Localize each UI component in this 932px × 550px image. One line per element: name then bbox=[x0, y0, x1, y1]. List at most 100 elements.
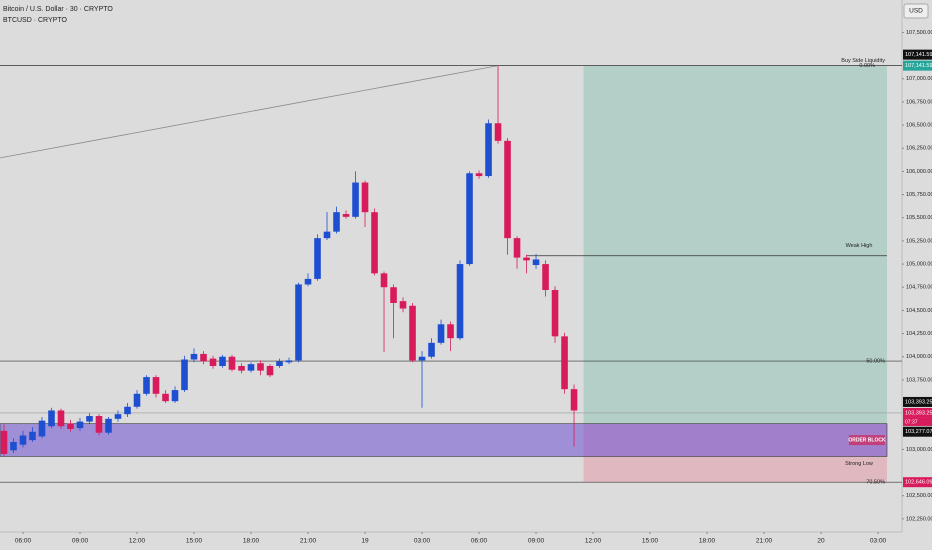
candle-body bbox=[494, 123, 502, 141]
candle-body bbox=[570, 389, 578, 411]
candle-body bbox=[190, 353, 198, 360]
candle-body bbox=[504, 140, 511, 239]
order-block bbox=[0, 423, 888, 457]
level-label: Buy Side Liquidity bbox=[841, 58, 885, 64]
price-label: 103,393.25 bbox=[905, 410, 932, 416]
candle-body bbox=[76, 421, 84, 429]
currency-button[interactable] bbox=[903, 3, 929, 19]
currency: USD bbox=[909, 8, 923, 15]
position-target-zone bbox=[583, 65, 887, 424]
candle-body bbox=[428, 342, 435, 357]
candle-body bbox=[561, 336, 568, 390]
candle-body bbox=[447, 324, 454, 339]
candle-body bbox=[361, 182, 369, 213]
candle-body bbox=[409, 305, 416, 361]
level-label: Strong Low bbox=[845, 461, 873, 467]
candle-body bbox=[399, 301, 407, 309]
price-label: 103,393.25 bbox=[905, 399, 932, 405]
candle-body bbox=[238, 365, 245, 371]
candle-body bbox=[314, 238, 321, 279]
level-label: Weak High bbox=[846, 243, 873, 249]
price-label: 107,141.59 bbox=[905, 63, 932, 69]
candle-body bbox=[485, 123, 492, 177]
x-tick-label: 21:00 bbox=[300, 538, 317, 545]
y-tick-label: 105,250.00 bbox=[906, 238, 932, 244]
candle-body bbox=[475, 173, 483, 177]
candle-body bbox=[304, 278, 312, 285]
candle-body bbox=[0, 430, 8, 455]
candle-body bbox=[48, 410, 55, 427]
candle-body bbox=[67, 423, 74, 430]
candle-body bbox=[285, 360, 293, 363]
candle-body bbox=[10, 441, 17, 451]
y-tick-label: 105,000.00 bbox=[906, 262, 932, 268]
x-tick-label: 21:00 bbox=[756, 538, 773, 545]
y-tick-label: 106,250.00 bbox=[906, 146, 932, 152]
candle-body bbox=[257, 363, 264, 371]
x-tick-label: 19 bbox=[361, 538, 369, 545]
x-tick-label: 06:00 bbox=[15, 538, 32, 545]
chart-subtitle: BTCUSD · CRYPTO bbox=[3, 17, 67, 24]
candle-body bbox=[209, 358, 217, 366]
price-label-box bbox=[903, 396, 932, 407]
order-block-label: ORDER BLOCK bbox=[848, 437, 886, 443]
x-tick-label: 20 bbox=[817, 538, 825, 545]
level-label: 0.00% bbox=[859, 63, 875, 69]
candle-body bbox=[86, 416, 93, 422]
candle-body bbox=[342, 214, 350, 217]
y-tick-label: 106,500.00 bbox=[906, 123, 932, 129]
y-tick-label: 104,500.00 bbox=[906, 308, 932, 314]
y-tick-label: 104,000.00 bbox=[906, 354, 932, 360]
candle-body bbox=[371, 212, 378, 274]
candle-body bbox=[513, 238, 521, 258]
candle-body bbox=[114, 414, 122, 419]
y-tick-label: 103,000.00 bbox=[906, 447, 932, 453]
y-tick-label: 102,500.00 bbox=[906, 493, 932, 499]
y-tick-label: 105,500.00 bbox=[906, 215, 932, 221]
candle-body bbox=[228, 356, 236, 370]
candle-body bbox=[323, 231, 331, 239]
price-label-box bbox=[903, 407, 932, 418]
trendline bbox=[0, 65, 499, 159]
candle-body bbox=[181, 359, 188, 391]
x-tick-label: 12:00 bbox=[585, 538, 602, 545]
x-tick-label: 03:00 bbox=[870, 538, 887, 545]
order-block-tag bbox=[848, 435, 885, 446]
candle-body bbox=[542, 264, 549, 291]
candle-body bbox=[390, 287, 397, 303]
level-label: 50.00% bbox=[866, 359, 885, 365]
chart-title: Bitcoin / U.S. Dollar · 30 · CRYPTO bbox=[3, 6, 113, 13]
y-tick-label: 102,250.00 bbox=[906, 516, 932, 522]
candle-body bbox=[19, 435, 27, 445]
candle-body bbox=[105, 418, 112, 433]
candle-body bbox=[143, 377, 150, 394]
x-tick-label: 03:00 bbox=[414, 538, 431, 545]
candle-body bbox=[276, 361, 283, 366]
x-tick-label: 12:00 bbox=[129, 538, 146, 545]
candle-body bbox=[219, 356, 226, 366]
candle-body bbox=[352, 182, 359, 217]
candle-body bbox=[162, 393, 169, 402]
candle-body bbox=[266, 365, 274, 376]
x-tick-label: 09:00 bbox=[72, 538, 89, 545]
price-label: 102,646.09 bbox=[905, 480, 932, 486]
y-tick-label: 106,000.00 bbox=[906, 169, 932, 175]
y-tick-label: 107,000.00 bbox=[906, 76, 932, 82]
candle-body bbox=[247, 364, 255, 371]
price-label-box bbox=[903, 60, 932, 71]
candle-body bbox=[551, 290, 559, 337]
candle-body bbox=[456, 264, 464, 339]
candle-body bbox=[466, 173, 473, 265]
price-label: 103,277.07 bbox=[905, 429, 932, 435]
level-label: 70.50% bbox=[866, 480, 885, 486]
candle-body bbox=[124, 406, 131, 415]
candle-body bbox=[57, 410, 65, 427]
candle-body bbox=[523, 257, 530, 261]
x-tick-label: 06:00 bbox=[471, 538, 488, 545]
countdown-box bbox=[903, 417, 932, 426]
candle-body bbox=[200, 353, 207, 362]
y-tick-label: 107,500.00 bbox=[906, 30, 932, 36]
y-tick-label: 104,750.00 bbox=[906, 285, 932, 291]
x-tick-label: 15:00 bbox=[642, 538, 659, 545]
